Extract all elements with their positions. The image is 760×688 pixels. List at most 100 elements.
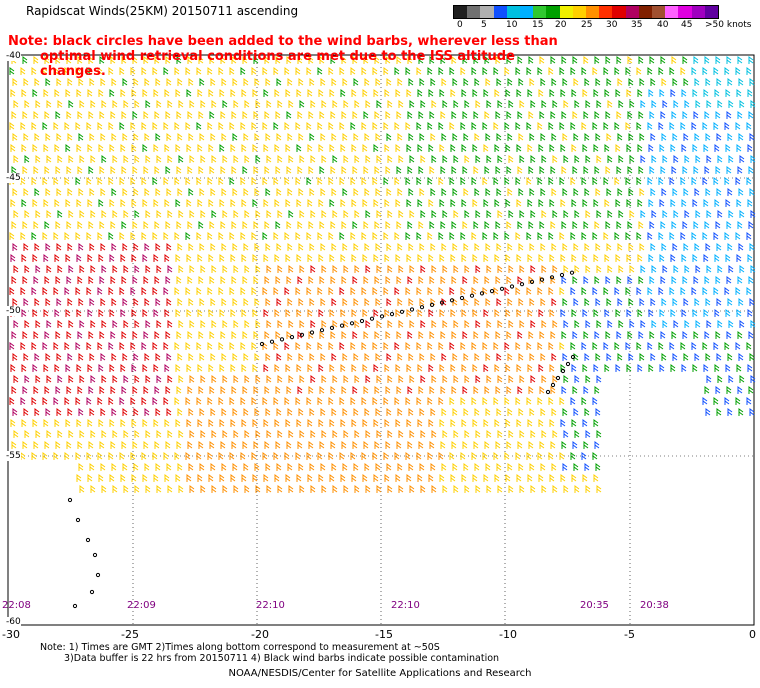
wind-barb: [715, 276, 721, 284]
wind-barb: [626, 89, 632, 97]
wind-barb: [496, 188, 502, 196]
wind-barb: [650, 133, 656, 141]
wind-barb: [308, 166, 314, 174]
wind-barb: [232, 133, 238, 141]
wind-barb: [31, 122, 37, 130]
wind-barb: [639, 298, 645, 306]
wind-barb: [518, 463, 524, 471]
wind-barb: [419, 78, 425, 86]
wind-barb: [441, 78, 447, 86]
wind-barb: [430, 243, 436, 251]
wind-barb: [725, 364, 731, 372]
wind-barb: [134, 430, 140, 438]
wind-barb: [593, 419, 599, 427]
wind-barb: [430, 353, 436, 361]
wind-barb: [396, 166, 402, 174]
wind-barb: [189, 210, 195, 218]
wind-barb: [627, 111, 633, 119]
wind-barb: [452, 463, 458, 471]
lat-label-45s: -45: [6, 173, 21, 183]
wind-barb: [461, 144, 467, 152]
wind-barb: [285, 89, 291, 97]
colorbar-swatch: [691, 6, 705, 18]
wind-barb: [406, 89, 412, 97]
wind-barb: [409, 430, 415, 438]
wind-barb: [364, 78, 370, 86]
wind-barb: [661, 353, 667, 361]
wind-barb: [64, 232, 70, 240]
wind-barb: [56, 408, 62, 416]
colorbar-label: 0: [457, 20, 463, 30]
wind-barb: [628, 78, 634, 86]
wind-barb: [519, 320, 525, 328]
wind-barb: [594, 386, 600, 394]
wind-barb: [68, 210, 74, 218]
wind-barb: [99, 111, 105, 119]
wind-barb: [35, 265, 41, 273]
wind-barb: [67, 133, 73, 141]
wind-barb: [164, 309, 170, 317]
wind-barb: [461, 254, 467, 262]
wind-barb: [483, 254, 489, 262]
wind-barb: [208, 89, 214, 97]
wind-barb: [562, 298, 568, 306]
wind-barb: [178, 155, 184, 163]
wind-barb: [431, 430, 437, 438]
time-label-2: 22:09: [127, 600, 156, 611]
wind-barb: [275, 166, 281, 174]
wind-barb: [142, 254, 148, 262]
wind-barb: [671, 56, 677, 64]
wind-barb: [497, 100, 503, 108]
wind-barb: [493, 287, 499, 295]
wind-barb: [144, 78, 150, 86]
wind-barb: [57, 375, 63, 383]
wind-barb: [251, 452, 257, 460]
wind-barb: [232, 78, 238, 86]
wind-barb: [144, 463, 150, 471]
wind-barb: [429, 276, 435, 284]
wind-barb: [453, 100, 459, 108]
wind-barb: [255, 155, 261, 163]
contamination-circle: [479, 291, 485, 296]
wind-barb: [364, 408, 370, 416]
wind-barb: [266, 430, 272, 438]
wind-barb: [365, 485, 371, 493]
wind-barb: [295, 122, 301, 130]
wind-barb: [581, 452, 587, 460]
wind-barb: [471, 287, 477, 295]
wind-barb: [572, 276, 578, 284]
wind-barb: [428, 89, 434, 97]
wind-barb: [530, 100, 536, 108]
wind-barb: [398, 375, 404, 383]
wind-barb: [154, 441, 160, 449]
wind-barb: [266, 210, 272, 218]
wind-barb: [87, 144, 93, 152]
wind-barb: [362, 474, 368, 482]
wind-barb: [309, 188, 315, 196]
wind-barb: [364, 243, 370, 251]
wind-barb: [407, 56, 413, 64]
wind-barb: [155, 298, 161, 306]
wind-barb: [286, 221, 292, 229]
wind-barb: [231, 276, 237, 284]
wind-barb: [241, 89, 247, 97]
wind-barb: [704, 386, 710, 394]
wind-barb: [563, 155, 569, 163]
colorbar-label: 30: [606, 20, 618, 30]
wind-barb: [420, 265, 426, 273]
wind-barb: [241, 199, 247, 207]
wind-barb: [407, 386, 413, 394]
wind-barb: [738, 78, 744, 86]
wind-barb: [680, 342, 686, 350]
wind-barb: [440, 111, 446, 119]
wind-barb: [647, 342, 653, 350]
wind-barb: [68, 100, 74, 108]
wind-barb: [54, 364, 60, 372]
wind-barb: [130, 342, 136, 350]
wind-barb: [628, 353, 634, 361]
wind-barb: [209, 441, 215, 449]
wind-barb: [449, 67, 455, 75]
wind-barb: [515, 122, 521, 130]
wind-barb: [56, 243, 62, 251]
wind-barb: [295, 452, 301, 460]
